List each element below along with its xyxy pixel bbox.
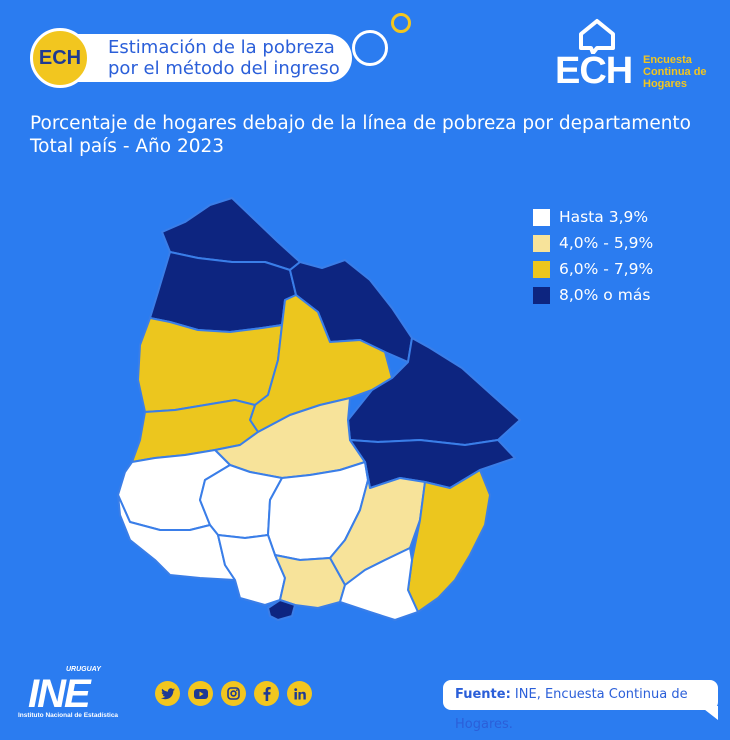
legend-label: 8,0% o más [559,286,651,304]
ech-logo: ECH Encuesta Continua de Hogares [555,18,715,92]
ech-name-line3: Hogares [643,78,688,90]
decor-ring-small [391,13,411,33]
legend-swatch [533,234,550,252]
dept-paysandu [137,317,283,413]
ech-name: Encuesta Continua de Hogares [643,54,707,90]
source-bubble-tail [700,706,718,720]
ine-country: URUGUAY [66,666,101,673]
title-line1: Porcentaje de hogares debajo de la línea… [30,113,691,134]
legend-swatch [533,260,550,278]
dept-montevideo [267,599,296,621]
ine-wordmark: INE [28,672,91,716]
legend-swatch [533,208,550,226]
house-icon [579,19,615,54]
dept-salto [149,251,297,333]
legend-label: Hasta 3,9% [559,208,649,226]
ech-badge-circle: ECH [30,28,90,88]
header-pill-bg [52,34,352,82]
ine-logo: URUGUAY INE Instituto Nacional de Estadí… [18,666,148,722]
ech-name-line2: Continua de [643,66,707,78]
legend-item: 4,0% - 5,9% [533,230,653,256]
legend-item: Hasta 3,9% [533,204,653,230]
source-label: Fuente: [455,687,511,702]
dept-tacuarembo [249,294,393,433]
source-note: Fuente: INE, Encuesta Continua de Hogare… [443,680,718,732]
source-text: INE, Encuesta Continua de Hogares. [455,687,688,732]
dept-maldonado [339,547,419,621]
map-legend: Hasta 3,9% 4,0% - 5,9% 6,0% - 7,9% 8,0% … [533,204,653,308]
dept-canelones [274,554,346,609]
youtube-icon[interactable] [188,681,213,706]
legend-label: 4,0% - 5,9% [559,234,654,252]
linkedin-icon[interactable] [287,681,312,706]
title-line2: Total país - Año 2023 [30,136,225,157]
header-line2: por el método del ingreso [108,58,340,79]
ech-badge-text: ECH [38,46,82,69]
legend-item: 6,0% - 7,9% [533,256,653,282]
ech-name-line1: Encuesta [643,54,692,66]
header-text: Estimación de la pobreza por el método d… [108,37,340,79]
map-title: Porcentaje de hogares debajo de la línea… [30,112,691,158]
instagram-icon[interactable] [221,681,246,706]
ine-fullname: Instituto Nacional de Estadística [18,712,119,719]
header-line1: Estimación de la pobreza [108,37,335,58]
header-badge: ECH Estimación de la pobreza por el méto… [30,28,360,88]
legend-swatch [533,286,550,304]
dept-treinta-y-tres [349,439,516,489]
legend-label: 6,0% - 7,9% [559,260,654,278]
facebook-icon[interactable] [254,681,279,706]
decor-ring-large [352,30,388,66]
legend-item: 8,0% o más [533,282,653,308]
social-links [155,681,312,706]
ech-acronym: ECH [555,50,633,92]
twitter-icon[interactable] [155,681,180,706]
